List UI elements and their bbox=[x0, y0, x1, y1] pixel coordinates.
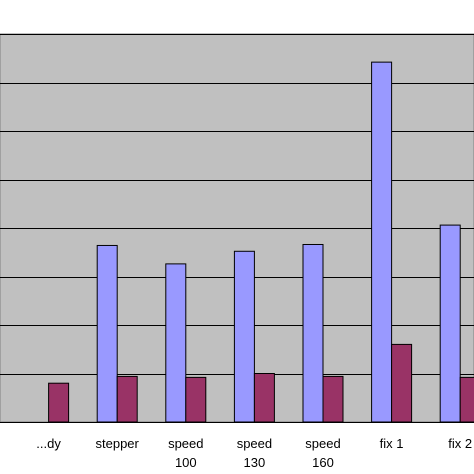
bar-series-2 bbox=[48, 382, 70, 423]
bar-series-1 bbox=[302, 243, 324, 423]
x-tick-label: ...dy bbox=[36, 436, 61, 451]
x-tick-labels: ...dy stepper speed 100 speed 130 speed 160 fix … bbox=[36, 436, 472, 470]
bar-series-1 bbox=[96, 244, 118, 423]
x-tick-label: stepper bbox=[96, 436, 140, 451]
x-tick-label: 130 bbox=[244, 455, 266, 470]
x-tick-label: speed bbox=[305, 436, 340, 451]
bar-series-2 bbox=[459, 376, 474, 423]
x-tick-label: speed bbox=[168, 436, 203, 451]
bar-series-2 bbox=[391, 343, 413, 423]
bar-series-1 bbox=[439, 224, 461, 423]
x-tick-label: fix 2 bbox=[448, 436, 472, 451]
x-tick-label: fix 1 bbox=[380, 436, 404, 451]
x-tick-label: 160 bbox=[312, 455, 334, 470]
x-tick-label: 100 bbox=[175, 455, 197, 470]
bar-series-2 bbox=[253, 373, 275, 423]
bar-series-1 bbox=[371, 61, 393, 423]
bar-series-1 bbox=[165, 263, 187, 423]
bar-series-2 bbox=[322, 375, 344, 423]
x-tick-label: speed bbox=[237, 436, 272, 451]
bar-series-1 bbox=[233, 250, 255, 423]
bar-series-2 bbox=[185, 376, 207, 423]
bar-series-2 bbox=[116, 375, 138, 423]
bars bbox=[48, 61, 474, 423]
